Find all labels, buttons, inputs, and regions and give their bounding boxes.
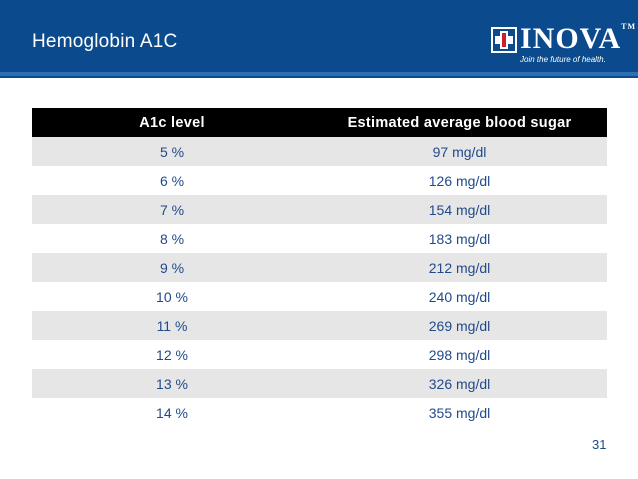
slide-title: Hemoglobin A1C [32, 31, 178, 52]
a1c-level-cell: 14 % [156, 404, 188, 421]
blood-sugar-cell: 212 mg/dl [312, 253, 607, 282]
table-row: 11 % 269 mg/dl [32, 311, 607, 340]
blood-sugar-cell: 355 mg/dl [428, 404, 491, 421]
a1c-level-cell: 7 % [32, 195, 312, 224]
table-row: 7 % 154 mg/dl [32, 195, 607, 224]
logo-text: INOVATM [520, 22, 637, 55]
blood-sugar-cell: 154 mg/dl [312, 195, 607, 224]
column-header-average-blood-sugar: Estimated average blood sugar [312, 108, 607, 137]
a1c-level-cell: 13 % [32, 369, 312, 398]
blood-sugar-cell: 269 mg/dl [312, 311, 607, 340]
inova-cross-icon [491, 27, 517, 53]
page-number: 31 [592, 437, 607, 452]
a1c-level-cell: 11 % [32, 311, 312, 340]
table-row: 8 % 183 mg/dl [32, 224, 607, 253]
a1c-level-cell: 9 % [32, 253, 312, 282]
blood-sugar-cell: 326 mg/dl [312, 369, 607, 398]
a1c-level-cell: 6 % [159, 172, 185, 189]
blood-sugar-cell: 126 mg/dl [428, 172, 491, 189]
inova-logo: INOVATM Join the future of health. [490, 20, 635, 68]
a1c-level-cell: 12 % [156, 346, 188, 363]
logo-trademark: TM [621, 22, 637, 31]
a1c-level-cell: 5 % [32, 137, 312, 166]
blood-sugar-cell: 97 mg/dl [312, 137, 607, 166]
blood-sugar-cell: 240 mg/dl [428, 288, 491, 305]
table-row: 12 % 298 mg/dl [32, 340, 607, 369]
table-row: 6 % 126 mg/dl [32, 166, 607, 195]
blood-sugar-cell: 298 mg/dl [428, 346, 491, 363]
slide-header: Hemoglobin A1C INOVATM Join the future o… [0, 0, 638, 78]
blood-sugar-cell: 183 mg/dl [428, 230, 491, 247]
table-row: 9 % 212 mg/dl [32, 253, 607, 282]
table-row: 14 % 355 mg/dl [32, 398, 607, 427]
column-header-a1c-level: A1c level [32, 108, 312, 137]
table-row: 13 % 326 mg/dl [32, 369, 607, 398]
logo-tagline: Join the future of health. [520, 55, 606, 64]
table-row: 5 % 97 mg/dl [32, 137, 607, 166]
header-stripe [0, 72, 638, 76]
a1c-table: A1c level Estimated average blood sugar … [32, 108, 607, 427]
a1c-level-cell: 8 % [159, 230, 185, 247]
a1c-level-cell: 10 % [156, 288, 188, 305]
table-header-row: A1c level Estimated average blood sugar [32, 108, 607, 137]
table-row: 10 % 240 mg/dl [32, 282, 607, 311]
